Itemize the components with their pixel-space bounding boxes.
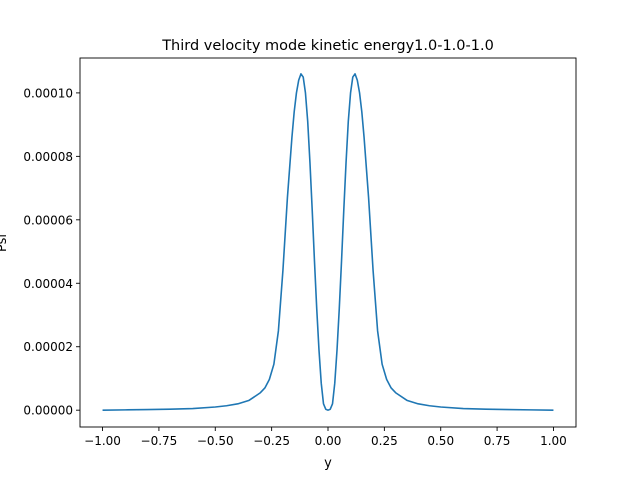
x-tick-label: 0.00	[315, 434, 342, 448]
x-axis-label: y	[324, 456, 332, 471]
x-tick-label: −0.50	[197, 434, 234, 448]
chart-title: Third velocity mode kinetic energy1.0-1.…	[161, 38, 494, 54]
y-tick-label: 0.00010	[23, 86, 73, 100]
x-tick-label: −0.25	[253, 434, 290, 448]
x-axis-ticks: −1.00 −0.75 −0.50 −0.25 0.00 0.25 0.50 0.75 1.00	[84, 427, 567, 448]
x-tick-label: 0.50	[427, 434, 454, 448]
x-tick-label: −0.75	[141, 434, 178, 448]
x-tick-label: −1.00	[84, 434, 121, 448]
y-axis-label: Psi	[0, 234, 10, 252]
y-tick-label: 0.00004	[23, 277, 73, 291]
series-layer	[102, 73, 554, 411]
y-tick-label: 0.00008	[23, 150, 73, 164]
series-line-0	[102, 73, 554, 411]
x-tick-label: 0.25	[371, 434, 398, 448]
y-tick-label: 0.00006	[23, 213, 73, 227]
y-tick-label: 0.00000	[23, 404, 73, 418]
y-axis-ticks: 0.00000 0.00002 0.00004 0.00006 0.00008 0.000…	[23, 86, 80, 418]
y-tick-label: 0.00002	[23, 340, 73, 354]
x-tick-label: 1.00	[540, 434, 567, 448]
x-tick-label: 0.75	[484, 434, 511, 448]
